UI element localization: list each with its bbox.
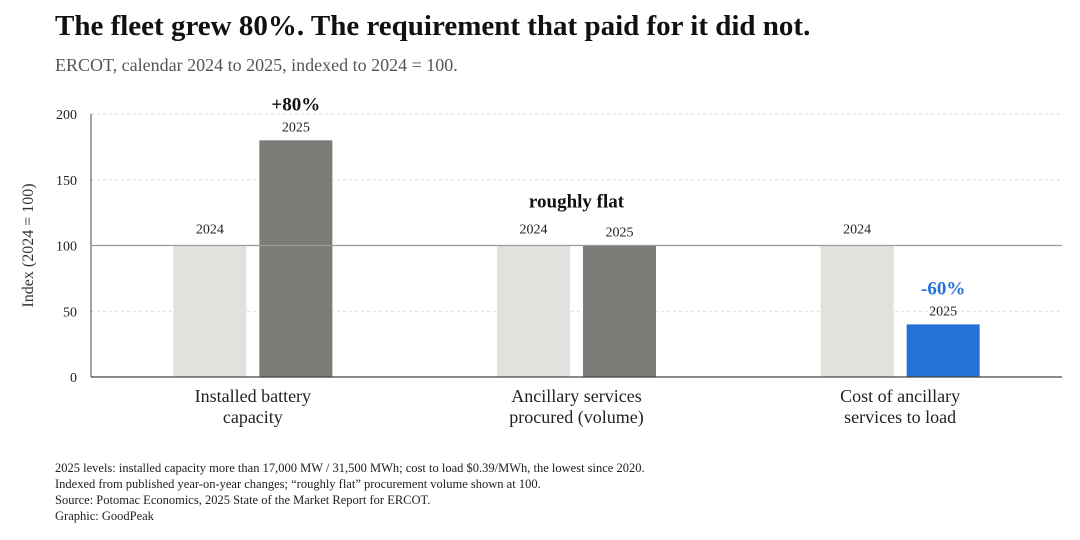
change-annotation: +80%: [271, 94, 320, 115]
x-category-label: capacity: [223, 407, 283, 427]
bar-label-2024: 2024: [196, 223, 224, 238]
bar-2025: [906, 324, 980, 377]
bar-2025: [259, 140, 333, 377]
x-category-label: Installed battery: [195, 386, 311, 406]
change-annotation: -60%: [921, 278, 965, 299]
x-category-label: procured (volume): [509, 407, 643, 428]
bar-2024: [820, 245, 894, 377]
note-credit: Graphic: GoodPeak: [55, 509, 154, 523]
bar-label-2024: 2024: [843, 223, 871, 238]
note-method: Indexed from published year-on-year chan…: [55, 477, 541, 491]
y-tick-label: 0: [70, 371, 77, 386]
note-source: Source: Potomac Economics, 2025 State of…: [55, 493, 431, 507]
y-tick-label: 50: [63, 305, 77, 320]
y-axis-label: Index (2024 = 100): [20, 183, 37, 307]
y-tick-label: 100: [56, 240, 77, 255]
bar-label-2025: 2025: [606, 226, 634, 241]
chart-title: The fleet grew 80%. The requirement that…: [55, 10, 811, 42]
bar-2024: [497, 245, 570, 377]
bar-label-2025: 2025: [929, 304, 957, 319]
bar-2024: [173, 245, 247, 377]
bar-chart: 0 50 100 150 200 Index (2024 = 100) 2024 2025 In…: [20, 94, 1062, 428]
x-category-label: Cost of ancillary: [840, 386, 960, 406]
bar-label-2024: 2024: [520, 223, 548, 238]
y-tick-label: 150: [56, 174, 77, 189]
y-tick-label: 200: [56, 108, 77, 123]
note-levels: 2025 levels: installed capacity more tha…: [55, 461, 645, 475]
change-annotation: roughly flat: [529, 192, 625, 213]
bar-2025: [583, 245, 656, 377]
bar-label-2025: 2025: [282, 120, 310, 135]
chart-notes: 2025 levels: installed capacity more tha…: [55, 460, 645, 524]
x-category-label: services to load: [844, 407, 956, 427]
chart-subtitle: ERCOT, calendar 2024 to 2025, indexed to…: [55, 55, 458, 75]
x-category-label: Ancillary services: [511, 386, 641, 406]
